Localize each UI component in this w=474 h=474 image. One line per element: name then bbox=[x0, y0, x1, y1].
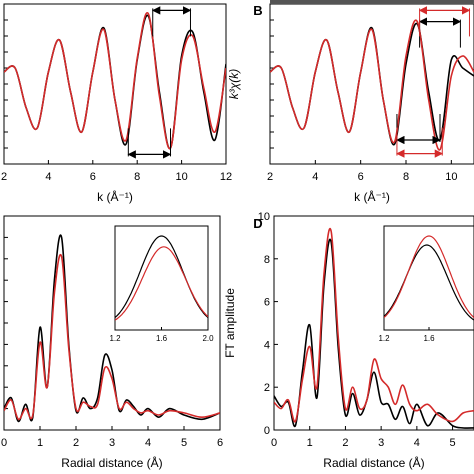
inset-x-tick-label: 1.6 bbox=[156, 334, 168, 343]
x-tick-label: 2 bbox=[267, 171, 273, 183]
x-tick-label: 1 bbox=[37, 437, 43, 449]
x-tick-label: 2 bbox=[342, 437, 348, 449]
x-tick-label: 4 bbox=[414, 437, 420, 449]
inset-frame bbox=[114, 225, 209, 331]
y-tick-label: 2 bbox=[264, 382, 270, 394]
inset-series-red bbox=[115, 246, 208, 321]
series-line-red bbox=[270, 19, 474, 151]
y-tick-label: 0 bbox=[264, 425, 270, 437]
y-axis-label: k³χ(k) bbox=[227, 69, 241, 100]
x-tick-label: 0 bbox=[271, 437, 277, 449]
inset-series-red bbox=[384, 235, 474, 319]
x-tick-label: 0 bbox=[1, 437, 7, 449]
plot-frame bbox=[273, 215, 474, 431]
x-tick-label: 3 bbox=[378, 437, 384, 449]
y-axis-label: FT amplitude bbox=[223, 288, 237, 358]
x-tick-label: 10 bbox=[445, 171, 457, 183]
panel-d: 0 1 2 3 4 5 0 2 4 6 8 10 Radial distance (Å) FT ampli… bbox=[223, 211, 474, 470]
y-tick-label: 6 bbox=[264, 297, 270, 309]
x-tick-label: 2 bbox=[1, 171, 7, 183]
x-axis-label: Radial distance (Å) bbox=[323, 455, 424, 470]
x-tick-label: 4 bbox=[145, 437, 151, 449]
panel-c: 0 1 2 3 4 5 6 Radial distance (Å) bbox=[1, 215, 223, 470]
plot-frame bbox=[3, 3, 227, 165]
series-line-red bbox=[4, 253, 220, 421]
x-axis-label: k (Å⁻¹) bbox=[97, 189, 133, 204]
x-tick-label: 10 bbox=[175, 171, 187, 183]
series-line-black bbox=[270, 22, 474, 146]
inset-d-inset: 1.2 1.6 bbox=[378, 225, 474, 343]
series-group bbox=[274, 227, 474, 429]
inset-x-tick-label: 1.2 bbox=[378, 334, 390, 343]
x-tick-label: 2 bbox=[73, 437, 79, 449]
inset-c-inset: 1.2 1.6 2.0 bbox=[109, 225, 214, 343]
x-tick-label: 8 bbox=[134, 171, 140, 183]
inset-x-tick-label: 1.2 bbox=[109, 334, 121, 343]
x-tick-label: 8 bbox=[403, 171, 409, 183]
inset-frame bbox=[383, 225, 474, 331]
panel-a: 2 4 6 8 10 12 k (Å⁻¹) bbox=[1, 3, 232, 204]
x-axis-label: Radial distance (Å) bbox=[61, 455, 162, 470]
x-tick-label: 6 bbox=[217, 437, 223, 449]
series-group bbox=[4, 12, 226, 150]
y-tick-label: 4 bbox=[264, 339, 270, 351]
x-tick-label: 6 bbox=[358, 171, 364, 183]
series-group bbox=[4, 234, 220, 423]
x-tick-label: 4 bbox=[45, 171, 51, 183]
x-axis-label: k (Å⁻¹) bbox=[354, 189, 390, 204]
series-line-red bbox=[274, 227, 474, 423]
x-tick-label: 1 bbox=[307, 437, 313, 449]
panel-letter: B bbox=[253, 3, 262, 18]
top-bar bbox=[270, 0, 474, 4]
series-line-black bbox=[274, 238, 474, 429]
series-group bbox=[270, 19, 474, 151]
x-tick-label: 6 bbox=[90, 171, 96, 183]
inset-x-tick-label: 2.0 bbox=[202, 334, 214, 343]
x-tick-label: 5 bbox=[450, 437, 456, 449]
inset-x-tick-label: 1.6 bbox=[423, 334, 435, 343]
x-tick-label: 12 bbox=[220, 171, 232, 183]
inset-series-black bbox=[384, 244, 474, 321]
panel-b: 2 4 6 8 10 k (Å⁻¹) k³χ(k) B bbox=[227, 0, 474, 204]
y-tick-label: 8 bbox=[264, 254, 270, 266]
x-tick-label: 3 bbox=[109, 437, 115, 449]
panel-letter: D bbox=[253, 216, 262, 231]
x-tick-label: 4 bbox=[312, 171, 318, 183]
series-line-red bbox=[4, 12, 226, 150]
y-tick-label: 10 bbox=[258, 211, 270, 223]
x-tick-label: 5 bbox=[181, 437, 187, 449]
